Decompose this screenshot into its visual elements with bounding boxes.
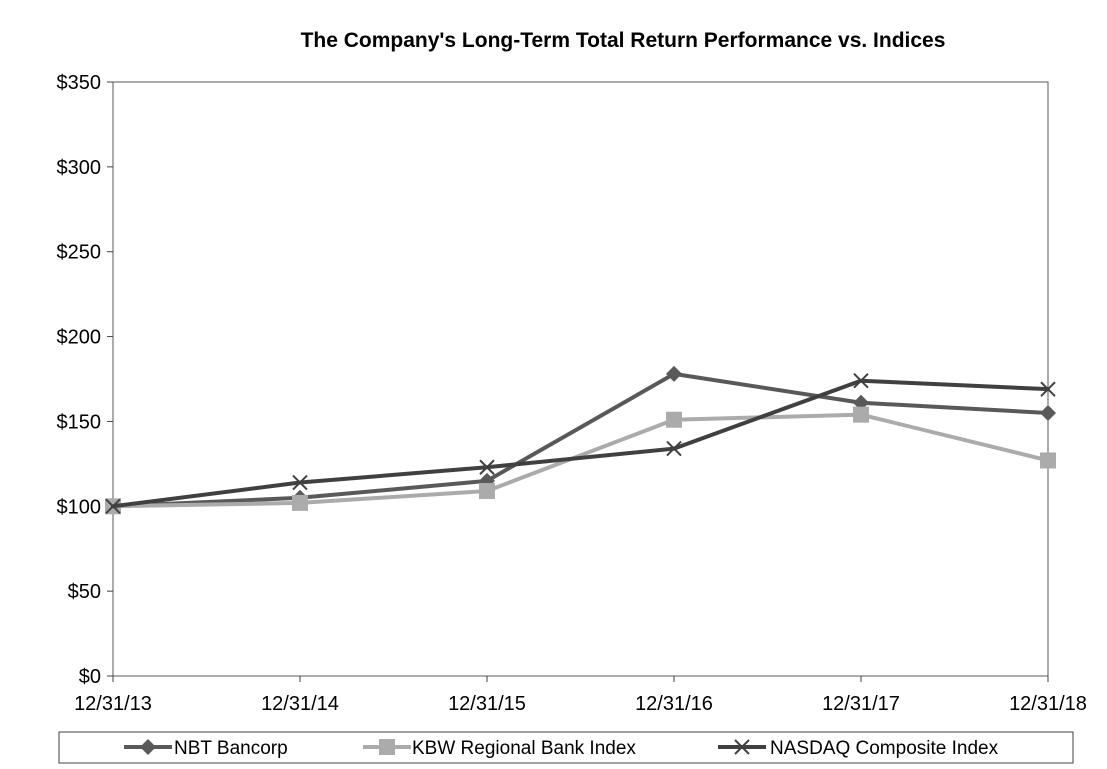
- y-tick-label: $150: [57, 411, 102, 433]
- legend-marker: [734, 739, 750, 755]
- data-point: [479, 459, 495, 475]
- data-point: [666, 411, 682, 428]
- series-x: [105, 372, 1056, 514]
- x-tick-label: 12/31/15: [448, 693, 526, 715]
- y-tick-label: $250: [57, 242, 102, 264]
- x-tick-label: 12/31/17: [822, 693, 900, 715]
- legend-entry: KBW Regional Bank Index: [363, 738, 636, 759]
- data-point: [1040, 452, 1056, 469]
- y-tick-label: $300: [57, 157, 102, 179]
- legend-label: KBW Regional Bank Index: [412, 738, 636, 759]
- data-point: [292, 494, 308, 511]
- x-tick-label: 12/31/16: [635, 693, 713, 715]
- legend-marker: [379, 739, 395, 755]
- data-point: [666, 440, 682, 457]
- series-line: [111, 371, 1050, 509]
- data-point: [292, 474, 308, 491]
- legend-box: [58, 731, 1074, 764]
- data-point: [853, 406, 869, 423]
- legend-label: NBT Bancorp: [174, 738, 288, 759]
- series-layer: [105, 365, 1056, 515]
- data-point: [1040, 404, 1056, 421]
- legend-entry: NASDAQ Composite Index: [718, 738, 999, 759]
- x-tick-label: 12/31/18: [1009, 693, 1087, 715]
- series-line: [111, 412, 1050, 509]
- plot-area: [112, 81, 1049, 677]
- legend-entry: NBT Bancorp: [124, 738, 288, 759]
- series-line: [111, 378, 1050, 509]
- x-tick-label: 12/31/13: [74, 693, 152, 715]
- data-point: [479, 483, 495, 500]
- chart-title: The Company's Long-Term Total Return Per…: [301, 29, 946, 52]
- data-point: [105, 498, 121, 514]
- y-tick-label: $350: [57, 72, 102, 94]
- y-axis: $0 $50 $100 $150 $200 $250 $300 $350: [57, 72, 113, 688]
- y-tick-label: $200: [57, 327, 102, 349]
- legend-label: NASDAQ Composite Index: [770, 738, 999, 759]
- data-point: [666, 365, 682, 382]
- legend: NBT Bancorp KBW Regional Bank Index NASDAQ…: [58, 731, 1074, 764]
- y-tick-label: $100: [57, 496, 102, 518]
- y-tick-label: $0: [79, 666, 101, 688]
- x-tick-label: 12/31/14: [261, 693, 339, 715]
- x-axis: 12/31/13 12/31/14 12/31/15 12/31/16 12/31/17…: [74, 676, 1087, 715]
- y-tick-label: $50: [68, 581, 101, 603]
- data-point: [853, 372, 869, 389]
- legend-marker: [140, 739, 156, 755]
- data-point: [1040, 381, 1056, 397]
